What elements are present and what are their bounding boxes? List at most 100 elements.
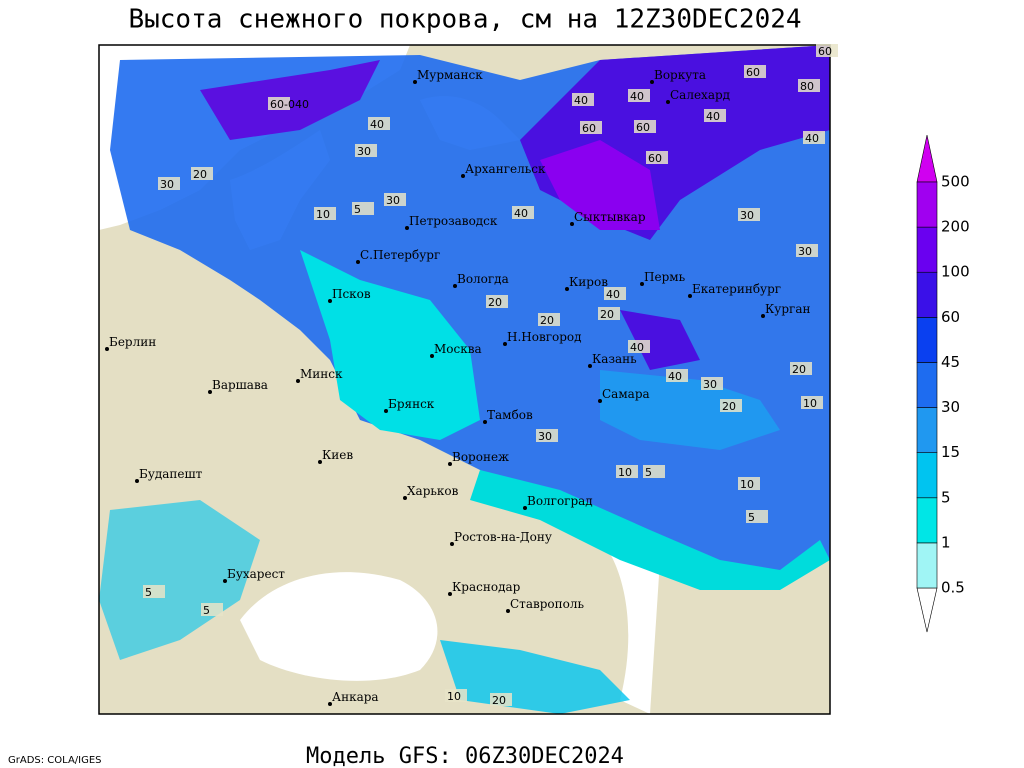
contour-label-bg [314,207,336,220]
city-dot [448,592,452,596]
city-label: Минск [300,367,343,381]
city-label: Харьков [407,484,459,498]
legend-label: 15 [941,443,960,461]
city-dot [761,314,765,318]
contour-label: 5 [203,604,210,617]
contour-label: 30 [357,145,371,158]
snow-100 [540,140,660,230]
city-dot [296,379,300,383]
map [99,45,830,714]
city-dot [598,399,602,403]
contour-label: 20 [600,308,614,321]
contour-label: 20 [792,363,806,376]
city-label: Н.Новгород [507,330,582,344]
city-dot [461,174,465,178]
contour-label-bg [643,465,665,478]
contour-label: 5 [748,511,755,524]
contour-label-bg [628,89,650,102]
contour-label: 20 [540,314,554,327]
legend-label: 100 [941,263,970,281]
contour-label-bg [538,313,560,326]
contour-label: 30 [740,209,754,222]
city-dot [640,282,644,286]
contour-label-bg [268,97,290,110]
contour-label-bg [536,429,558,442]
snow-5 [300,250,480,440]
legend-box [916,181,938,228]
contour-label: 10 [447,690,461,703]
city-dot [105,347,109,351]
contour-label: 40 [706,110,720,123]
contour-label-bg [201,603,223,616]
contour-label-bg [738,477,760,490]
city-dot [135,479,139,483]
contour-label: 30 [386,194,400,207]
city-dot [208,390,212,394]
legend-label: 1 [941,533,951,551]
contour-label-bg [701,377,723,390]
contour-label: 80 [800,80,814,93]
contour-label-bg [143,585,165,598]
contour-label: 60 [636,121,650,134]
legend-arrow-top [916,134,938,183]
legend-label: 45 [941,353,960,371]
legend-label: 500 [941,173,970,191]
contour-label-bg [790,362,812,375]
contour-label: 40 [574,94,588,107]
contour-label: 30 [160,178,174,191]
city-label: Ростов-на-Дону [454,530,552,544]
legend-box [916,226,938,273]
legend-label: 0.5 [941,579,965,597]
legend-box [916,407,938,453]
contour-label-bg [796,244,818,257]
contour-label: 40 [606,288,620,301]
contour-label: 20 [492,694,506,707]
contour-label-bg [628,340,650,353]
contour-label-bg [445,689,467,702]
contour-label: 10 [803,397,817,410]
legend-box [916,497,938,544]
contour-label-bg [744,65,766,78]
city-dot [448,462,452,466]
city-label: Воронеж [452,450,509,464]
contour-label: 20 [193,168,207,181]
contour-label: 60-040 [270,98,309,111]
city-dot [384,409,388,413]
city-label: Анкара [332,690,379,704]
city-label: Ставрополь [510,597,584,611]
contour-label-bg [704,109,726,122]
legend-label: 30 [941,398,960,416]
contour-label-bg [580,121,602,134]
legend-box [916,542,938,589]
legend-box [916,452,938,499]
city-label: Брянск [388,397,435,411]
city-label: Архангельск [465,162,546,176]
title: Высота снежного покрова, см на 12Z30DEC2… [128,5,801,35]
contour-label: 40 [514,207,528,220]
city-label: Мурманск [417,68,483,82]
contour-label-bg [486,295,508,308]
snow-30 [600,370,780,450]
city-label: Казань [592,352,637,366]
contour-label: 60 [746,66,760,79]
contour-label-bg [746,510,768,523]
contour-label-bg [801,396,823,409]
map-frame [98,44,831,715]
legend-box [916,362,938,408]
snow-1 [470,470,830,590]
contour-label: 10 [618,466,632,479]
legend-label: 60 [941,308,960,326]
contour-label-bg [512,206,534,219]
city-dot [356,260,360,264]
city-dot [413,80,417,84]
contour-label: 40 [370,118,384,131]
city-label: С.Петербург [360,248,440,262]
black-sea [240,572,438,681]
city-dot [328,299,332,303]
contour-label-bg [803,131,825,144]
city-dot [588,364,592,368]
contour-label-bg [816,44,838,57]
contour-label-bg [798,79,820,92]
city-dot [450,542,454,546]
